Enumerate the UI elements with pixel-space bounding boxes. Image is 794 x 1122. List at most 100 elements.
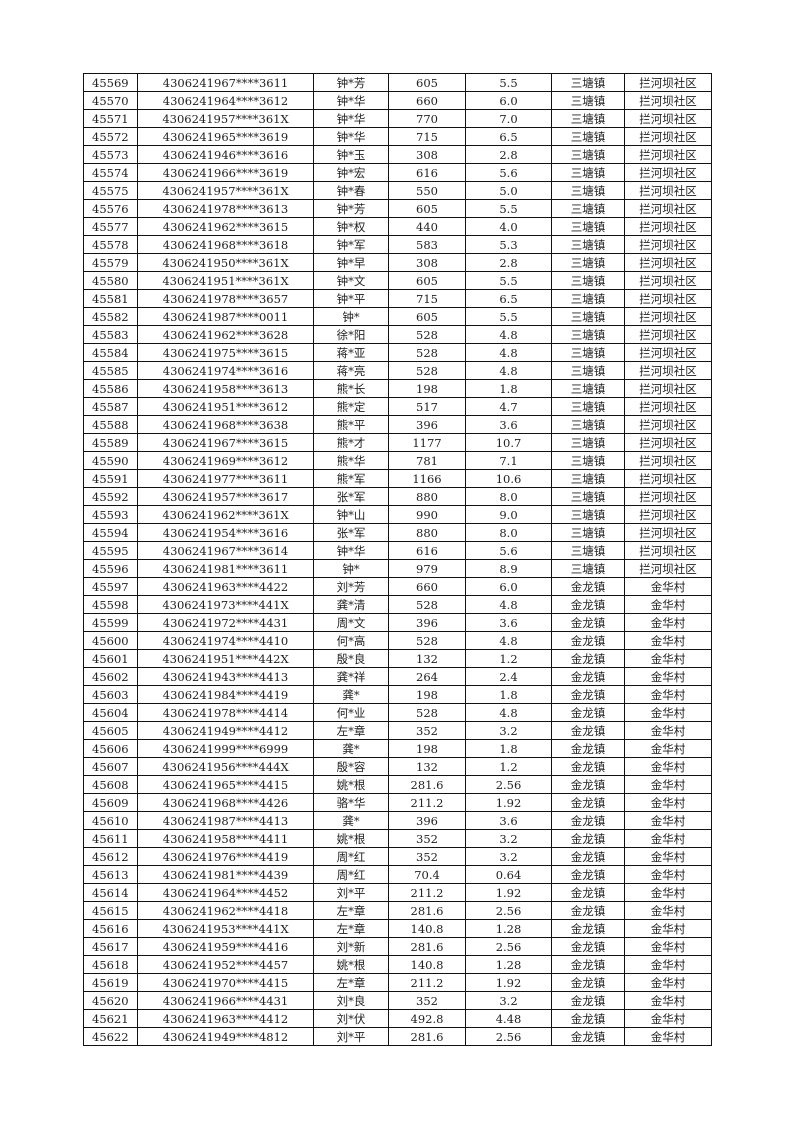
- table-row: 45592 4306241957****3617 张*军 880 8.0 三塘镇 拦河坝社区: [83, 487, 712, 506]
- id-number-cell: 4306241968****3638: [137, 415, 314, 434]
- town-cell: 金龙镇: [551, 901, 625, 920]
- quantity-cell: 1.8: [465, 685, 552, 704]
- quantity-cell: 1.92: [465, 883, 552, 902]
- record-number-cell: 45611: [83, 829, 138, 848]
- table-row: 45591 4306241977****3611 熊*军 1166 10.6 三塘镇 拦河坝…: [83, 469, 712, 488]
- amount-cell: 1166: [388, 469, 466, 488]
- id-number-cell: 4306241977****3611: [137, 469, 314, 488]
- table-row: 45599 4306241972****4431 周*文 396 3.6 金龙镇 金华村: [83, 613, 712, 632]
- record-number-cell: 45597: [83, 577, 138, 596]
- town-cell: 金龙镇: [551, 865, 625, 884]
- quantity-cell: 2.4: [465, 667, 552, 686]
- village-cell: 金华村: [624, 883, 712, 902]
- village-cell: 金华村: [624, 811, 712, 830]
- table-row: 45584 4306241975****3615 蒋*亚 528 4.8 三塘镇 拦河坝社区: [83, 343, 712, 362]
- table-row: 45583 4306241962****3628 徐*阳 528 4.8 三塘镇 拦河坝社区: [83, 325, 712, 344]
- town-cell: 金龙镇: [551, 577, 625, 596]
- record-number-cell: 45587: [83, 397, 138, 416]
- village-cell: 金华村: [624, 793, 712, 812]
- person-name-cell: 钟*平: [313, 289, 389, 308]
- table-row: 45606 4306241999****6999 龚* 198 1.8 金龙镇 金华村: [83, 739, 712, 758]
- village-cell: 金华村: [624, 721, 712, 740]
- id-number-cell: 4306241987****4413: [137, 811, 314, 830]
- person-name-cell: 刘*平: [313, 883, 389, 902]
- amount-cell: 352: [388, 991, 466, 1010]
- amount-cell: 1177: [388, 433, 466, 452]
- person-name-cell: 蒋*亮: [313, 361, 389, 380]
- table-row: 45621 4306241963****4412 刘*伏 492.8 4.48 金龙镇 金华…: [83, 1009, 712, 1028]
- amount-cell: 132: [388, 757, 466, 776]
- village-cell: 拦河坝社区: [624, 109, 712, 128]
- amount-cell: 281.6: [388, 901, 466, 920]
- quantity-cell: 4.8: [465, 325, 552, 344]
- amount-cell: 352: [388, 847, 466, 866]
- id-number-cell: 4306241966****4431: [137, 991, 314, 1010]
- table-row: 45578 4306241968****3618 钟*军 583 5.3 三塘镇 拦河坝社区: [83, 235, 712, 254]
- table-row: 45618 4306241952****4457 姚*根 140.8 1.28 金龙镇 金华…: [83, 955, 712, 974]
- amount-cell: 198: [388, 685, 466, 704]
- person-name-cell: 钟*春: [313, 181, 389, 200]
- town-cell: 金龙镇: [551, 739, 625, 758]
- id-number-cell: 4306241957****3617: [137, 487, 314, 506]
- record-number-cell: 45609: [83, 793, 138, 812]
- amount-cell: 605: [388, 271, 466, 290]
- record-number-cell: 45591: [83, 469, 138, 488]
- village-cell: 拦河坝社区: [624, 451, 712, 470]
- person-name-cell: 刘*新: [313, 937, 389, 956]
- record-number-cell: 45617: [83, 937, 138, 956]
- id-number-cell: 4306241954****3616: [137, 523, 314, 542]
- record-number-cell: 45596: [83, 559, 138, 578]
- table-row: 45579 4306241950****361X 钟*早 308 2.8 三塘镇 拦河坝社区: [83, 253, 712, 272]
- amount-cell: 281.6: [388, 1027, 466, 1046]
- record-number-cell: 45595: [83, 541, 138, 560]
- table-body: 45569 4306241967****3611 钟*芳 605 5.5 三塘镇 拦河坝社区…: [83, 73, 712, 1046]
- record-number-cell: 45594: [83, 523, 138, 542]
- amount-cell: 281.6: [388, 775, 466, 794]
- table-row: 45597 4306241963****4422 刘*芳 660 6.0 金龙镇 金华村: [83, 577, 712, 596]
- quantity-cell: 4.48: [465, 1009, 552, 1028]
- village-cell: 金华村: [624, 955, 712, 974]
- quantity-cell: 5.0: [465, 181, 552, 200]
- town-cell: 金龙镇: [551, 811, 625, 830]
- village-cell: 拦河坝社区: [624, 433, 712, 452]
- table-row: 45573 4306241946****3616 钟*玉 308 2.8 三塘镇 拦河坝社区: [83, 145, 712, 164]
- town-cell: 三塘镇: [551, 253, 625, 272]
- person-name-cell: 龚*: [313, 739, 389, 758]
- id-number-cell: 4306241952****4457: [137, 955, 314, 974]
- village-cell: 拦河坝社区: [624, 469, 712, 488]
- town-cell: 金龙镇: [551, 775, 625, 794]
- id-number-cell: 4306241972****4431: [137, 613, 314, 632]
- table-row: 45572 4306241965****3619 钟*华 715 6.5 三塘镇 拦河坝社区: [83, 127, 712, 146]
- quantity-cell: 8.9: [465, 559, 552, 578]
- record-number-cell: 45590: [83, 451, 138, 470]
- table-row: 45604 4306241978****4414 何*业 528 4.8 金龙镇 金华村: [83, 703, 712, 722]
- record-number-cell: 45592: [83, 487, 138, 506]
- village-cell: 金华村: [624, 973, 712, 992]
- town-cell: 金龙镇: [551, 1027, 625, 1046]
- amount-cell: 616: [388, 541, 466, 560]
- table-row: 45619 4306241970****4415 左*章 211.2 1.92 金龙镇 金华…: [83, 973, 712, 992]
- town-cell: 金龙镇: [551, 955, 625, 974]
- table-row: 45610 4306241987****4413 龚* 396 3.6 金龙镇 金华村: [83, 811, 712, 830]
- record-number-cell: 45575: [83, 181, 138, 200]
- town-cell: 三塘镇: [551, 289, 625, 308]
- id-number-cell: 4306241956****444X: [137, 757, 314, 776]
- quantity-cell: 7.1: [465, 451, 552, 470]
- village-cell: 金华村: [624, 901, 712, 920]
- id-number-cell: 4306241949****4812: [137, 1027, 314, 1046]
- quantity-cell: 5.3: [465, 235, 552, 254]
- person-name-cell: 熊*平: [313, 415, 389, 434]
- record-number-cell: 45614: [83, 883, 138, 902]
- village-cell: 金华村: [624, 757, 712, 776]
- quantity-cell: 5.6: [465, 163, 552, 182]
- amount-cell: 605: [388, 73, 466, 92]
- village-cell: 金华村: [624, 919, 712, 938]
- id-number-cell: 4306241967****3614: [137, 541, 314, 560]
- table-row: 45612 4306241976****4419 周*红 352 3.2 金龙镇 金华村: [83, 847, 712, 866]
- village-cell: 金华村: [624, 775, 712, 794]
- town-cell: 三塘镇: [551, 433, 625, 452]
- quantity-cell: 3.6: [465, 415, 552, 434]
- amount-cell: 198: [388, 379, 466, 398]
- table-row: 45569 4306241967****3611 钟*芳 605 5.5 三塘镇 拦河坝社区: [83, 73, 712, 92]
- quantity-cell: 3.2: [465, 721, 552, 740]
